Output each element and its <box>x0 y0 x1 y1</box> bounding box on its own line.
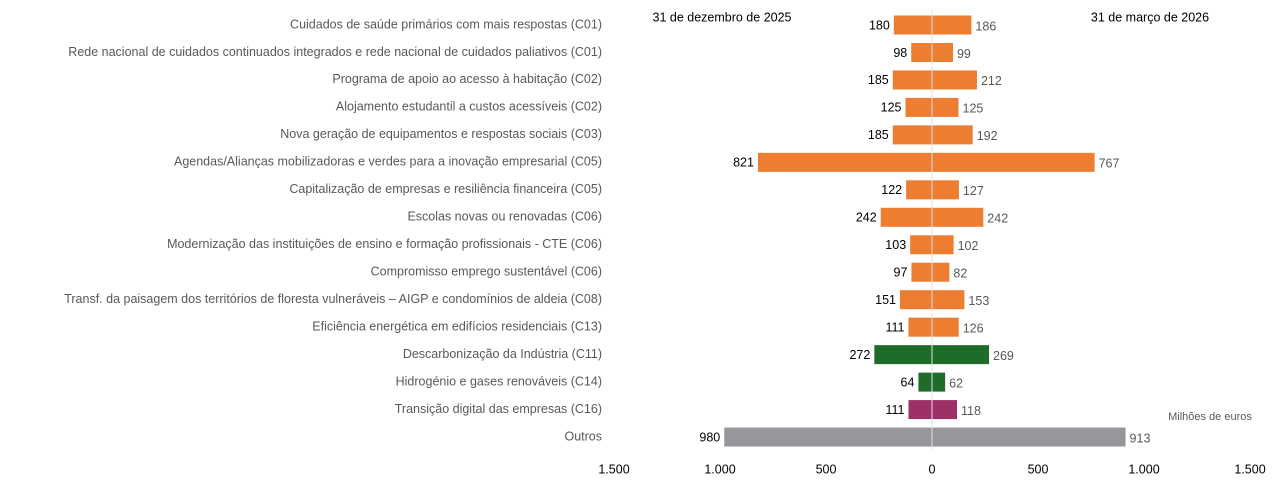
value-label: 242 <box>987 212 1008 226</box>
category-label: Descarbonização da Indústria (C11) <box>403 347 602 361</box>
category-label: Hidrogénio e gases renováveis (C14) <box>396 374 602 388</box>
value-label: 185 <box>868 128 889 142</box>
value-label: 272 <box>849 348 870 362</box>
bar <box>932 70 977 90</box>
value-label: 102 <box>958 239 979 253</box>
category-label: Modernização das instituições de ensino … <box>167 237 602 251</box>
value-label: 821 <box>733 156 754 170</box>
category-label: Eficiência energética em edifícios resid… <box>312 319 602 333</box>
value-label: 212 <box>981 74 1002 88</box>
value-label: 180 <box>869 18 890 32</box>
value-label: 126 <box>963 321 984 335</box>
category-label: Transição digital das empresas (C16) <box>395 402 602 416</box>
bar <box>911 42 932 62</box>
bar <box>932 345 990 365</box>
x-tick-label: 1.000 <box>704 462 735 476</box>
bar <box>932 372 946 392</box>
bar <box>932 97 959 117</box>
bar <box>892 125 932 145</box>
value-label: 64 <box>901 375 915 389</box>
value-label: 185 <box>868 73 889 87</box>
category-label: Alojamento estudantil a custos acessívei… <box>336 100 602 114</box>
value-label: 99 <box>957 47 971 61</box>
category-label: Agendas/Alianças mobilizadoras e verdes … <box>174 155 602 169</box>
x-tick-label: 0 <box>929 462 936 476</box>
value-label: 82 <box>953 267 967 281</box>
category-label: Cuidados de saúde primários com mais res… <box>290 17 602 31</box>
value-label: 118 <box>961 404 981 418</box>
bar <box>908 400 932 420</box>
bar <box>932 427 1126 447</box>
bar <box>932 152 1095 172</box>
value-label: 186 <box>975 19 996 33</box>
bar <box>880 207 932 227</box>
x-tick-label: 500 <box>1028 462 1049 476</box>
value-label: 153 <box>968 294 989 308</box>
value-label: 111 <box>885 403 904 417</box>
value-label: 62 <box>949 376 963 390</box>
x-tick-label: 500 <box>816 462 837 476</box>
category-label: Capitalização de empresas e resiliência … <box>289 182 602 196</box>
bar <box>899 290 932 310</box>
bar <box>918 372 932 392</box>
bar <box>874 345 932 365</box>
value-label: 103 <box>885 238 906 252</box>
bar <box>893 15 932 35</box>
value-label: 767 <box>1099 157 1120 171</box>
bar <box>932 42 953 62</box>
series-heading: 31 de março de 2026 <box>1091 10 1209 24</box>
category-label: Programa de apoio ao acesso à habitação … <box>332 72 602 86</box>
x-tick-label: 1.500 <box>1234 462 1265 476</box>
category-label: Escolas novas ou renovadas (C06) <box>407 210 602 224</box>
bar <box>932 207 984 227</box>
value-label: 242 <box>856 211 877 225</box>
bar <box>906 180 932 200</box>
bar <box>932 235 954 255</box>
value-label: 122 <box>881 183 902 197</box>
x-tick-label: 1.500 <box>598 462 629 476</box>
category-label: Transf. da paisagem dos territórios de f… <box>64 292 602 306</box>
bar <box>932 317 959 337</box>
value-label: 98 <box>893 46 907 60</box>
value-label: 269 <box>993 349 1014 363</box>
value-label: 980 <box>699 430 720 444</box>
bar <box>757 152 932 172</box>
value-label: 192 <box>977 129 998 143</box>
x-tick-label: 1.000 <box>1128 462 1159 476</box>
value-label: 913 <box>1130 431 1151 445</box>
series-heading: 31 de dezembro de 2025 <box>653 10 792 24</box>
bar <box>892 70 932 90</box>
bar <box>932 290 965 310</box>
bar <box>932 125 973 145</box>
bar <box>905 97 932 117</box>
bar <box>932 15 972 35</box>
value-label: 151 <box>875 293 896 307</box>
unit-label: Milhões de euros <box>1168 411 1252 423</box>
category-label: Nova geração de equipamentos e respostas… <box>280 127 602 141</box>
category-label: Rede nacional de cuidados continuados in… <box>68 45 602 59</box>
value-label: 127 <box>963 184 984 198</box>
bar <box>932 400 958 420</box>
category-label: Compromisso emprego sustentável (C06) <box>371 265 602 279</box>
value-label: 97 <box>894 266 908 280</box>
category-label: Outros <box>564 429 602 443</box>
bar <box>724 427 932 447</box>
bar <box>911 262 932 282</box>
value-label: 125 <box>963 102 984 116</box>
bar <box>908 317 932 337</box>
bar <box>932 180 959 200</box>
bar <box>932 262 950 282</box>
bar <box>910 235 932 255</box>
value-label: 111 <box>885 320 904 334</box>
value-label: 125 <box>881 101 902 115</box>
